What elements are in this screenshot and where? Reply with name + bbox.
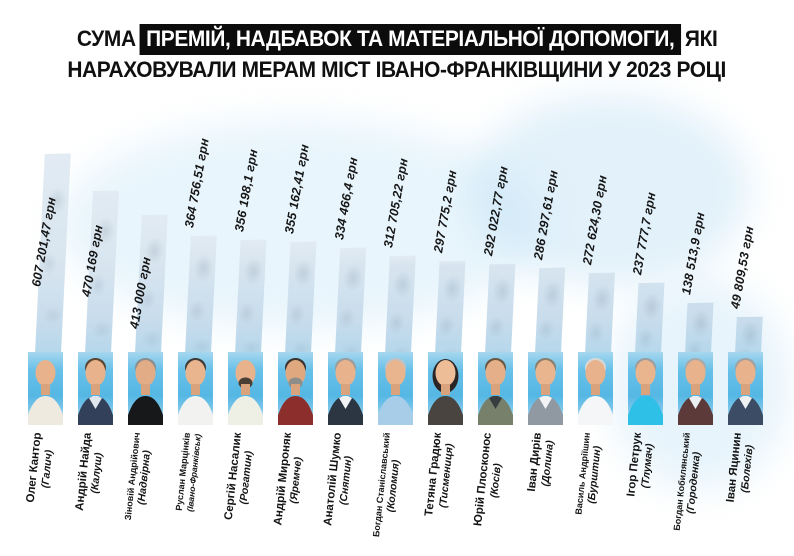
mayor-name-label: Богдан Станіславський (Коломия) <box>371 432 404 539</box>
mayor-photo <box>527 352 563 425</box>
mayor-photo <box>277 352 313 425</box>
bar-value-label: 237 777,7 грн <box>630 191 659 276</box>
mayor-name-label: Ігор Петрук (Тлумач) <box>625 432 656 498</box>
mayor-photo <box>177 352 213 425</box>
bar-value-label: 292 022,77 грн <box>480 165 511 257</box>
mayor-name-label: Руслан Марцінків (Івано-Франківськ) <box>174 432 203 512</box>
mayor-photo-illustration <box>627 358 663 425</box>
bar-value-label: 297 775,2 грн <box>431 169 460 254</box>
mayor-photo <box>577 352 613 425</box>
mayor-name-label: Андрій Мироняк (Яремче) <box>272 432 306 527</box>
mayor-photo <box>727 352 763 425</box>
bar-value-label: 286 297,61 грн <box>530 169 561 261</box>
title-prefix: СУМА <box>76 26 136 51</box>
mayor-photo-illustration <box>127 358 163 425</box>
mayor-photo <box>227 352 263 425</box>
mayor-name-label: Василь Андріїшин (Бурштин) <box>573 432 604 516</box>
mayor-name-label: Сергій Насалик (Рогатин) <box>223 432 257 522</box>
mayor-photo <box>627 352 663 425</box>
mayor-photo-illustration <box>677 358 713 425</box>
title-suffix: ЯКІ <box>684 26 718 51</box>
mayor-name-label: Богдан Кобилянський (Городенка) <box>672 432 705 532</box>
chart-title: СУМА ПРЕМІЙ, НАДБАВОК ТА МАТЕРІАЛЬНОЇ ДОП… <box>0 24 794 87</box>
mayor-name-label: Іван Яцинин (Болехів) <box>725 432 757 504</box>
mayor-name-label: Анатолій Шумко (Снятин) <box>322 432 356 528</box>
mayor-photo-illustration <box>377 358 413 425</box>
mayor-photo <box>377 352 413 425</box>
bar-value-label: 334 466,4 грн <box>331 156 361 241</box>
mayor-photo-illustration <box>477 358 513 425</box>
background-wash <box>470 95 750 285</box>
mayor-photo-illustration <box>327 358 363 425</box>
mayor-photo-illustration <box>727 358 763 425</box>
mayor-photo-illustration <box>77 358 113 425</box>
mayor-name-label: Олег Кантор (Галич) <box>25 432 57 505</box>
mayor-name-label: Зіновій Андрійович (Надвірна) <box>123 432 155 522</box>
bar-value-label: 364 756,51 грн <box>182 137 212 229</box>
bar-value-label: 138 513,9 грн <box>679 211 708 296</box>
mayor-photo <box>27 352 63 425</box>
mayor-photo-illustration <box>277 358 313 425</box>
mayor-photo <box>77 352 113 425</box>
mayor-photo <box>477 352 513 425</box>
mayor-photo-illustration <box>577 358 613 425</box>
title-line2: НАРАХОВУВАЛИ МЕРАМ МІСТ ІВАНО-ФРАНКІВЩИН… <box>67 57 727 82</box>
mayor-name-label: Андрій Найда (Калуш) <box>74 432 107 513</box>
bar-value-label: 272 624,30 грн <box>580 174 611 266</box>
mayor-photo-illustration <box>27 360 63 425</box>
mayor-name-label: Юрій Плосконос (Косів) <box>472 432 506 528</box>
bar-value-label: 356 198,1 грн <box>232 148 261 233</box>
bar-value-label: 312 705,22 грн <box>381 157 411 249</box>
mayor-photo <box>427 352 463 425</box>
mayor-photo-illustration <box>227 360 263 425</box>
mayor-name-label: Тетяна Градюк (Тисмениця) <box>423 432 456 518</box>
mayor-photo <box>677 352 713 425</box>
mayor-photo-illustration <box>427 359 463 425</box>
bar-value-label: 355 162,41 грн <box>282 143 312 235</box>
bar-value-label: 49 809,53 грн <box>728 225 757 310</box>
mayor-photo-illustration <box>527 358 563 425</box>
mayor-name-label: Іван Дирів (Долина) <box>526 432 557 493</box>
mayor-photo <box>327 352 363 425</box>
title-highlight: ПРЕМІЙ, НАДБАВОК ТА МАТЕРІАЛЬНОЇ ДОПОМОГ… <box>139 24 682 55</box>
mayor-photo-illustration <box>177 358 213 425</box>
mayor-photo <box>127 352 163 425</box>
